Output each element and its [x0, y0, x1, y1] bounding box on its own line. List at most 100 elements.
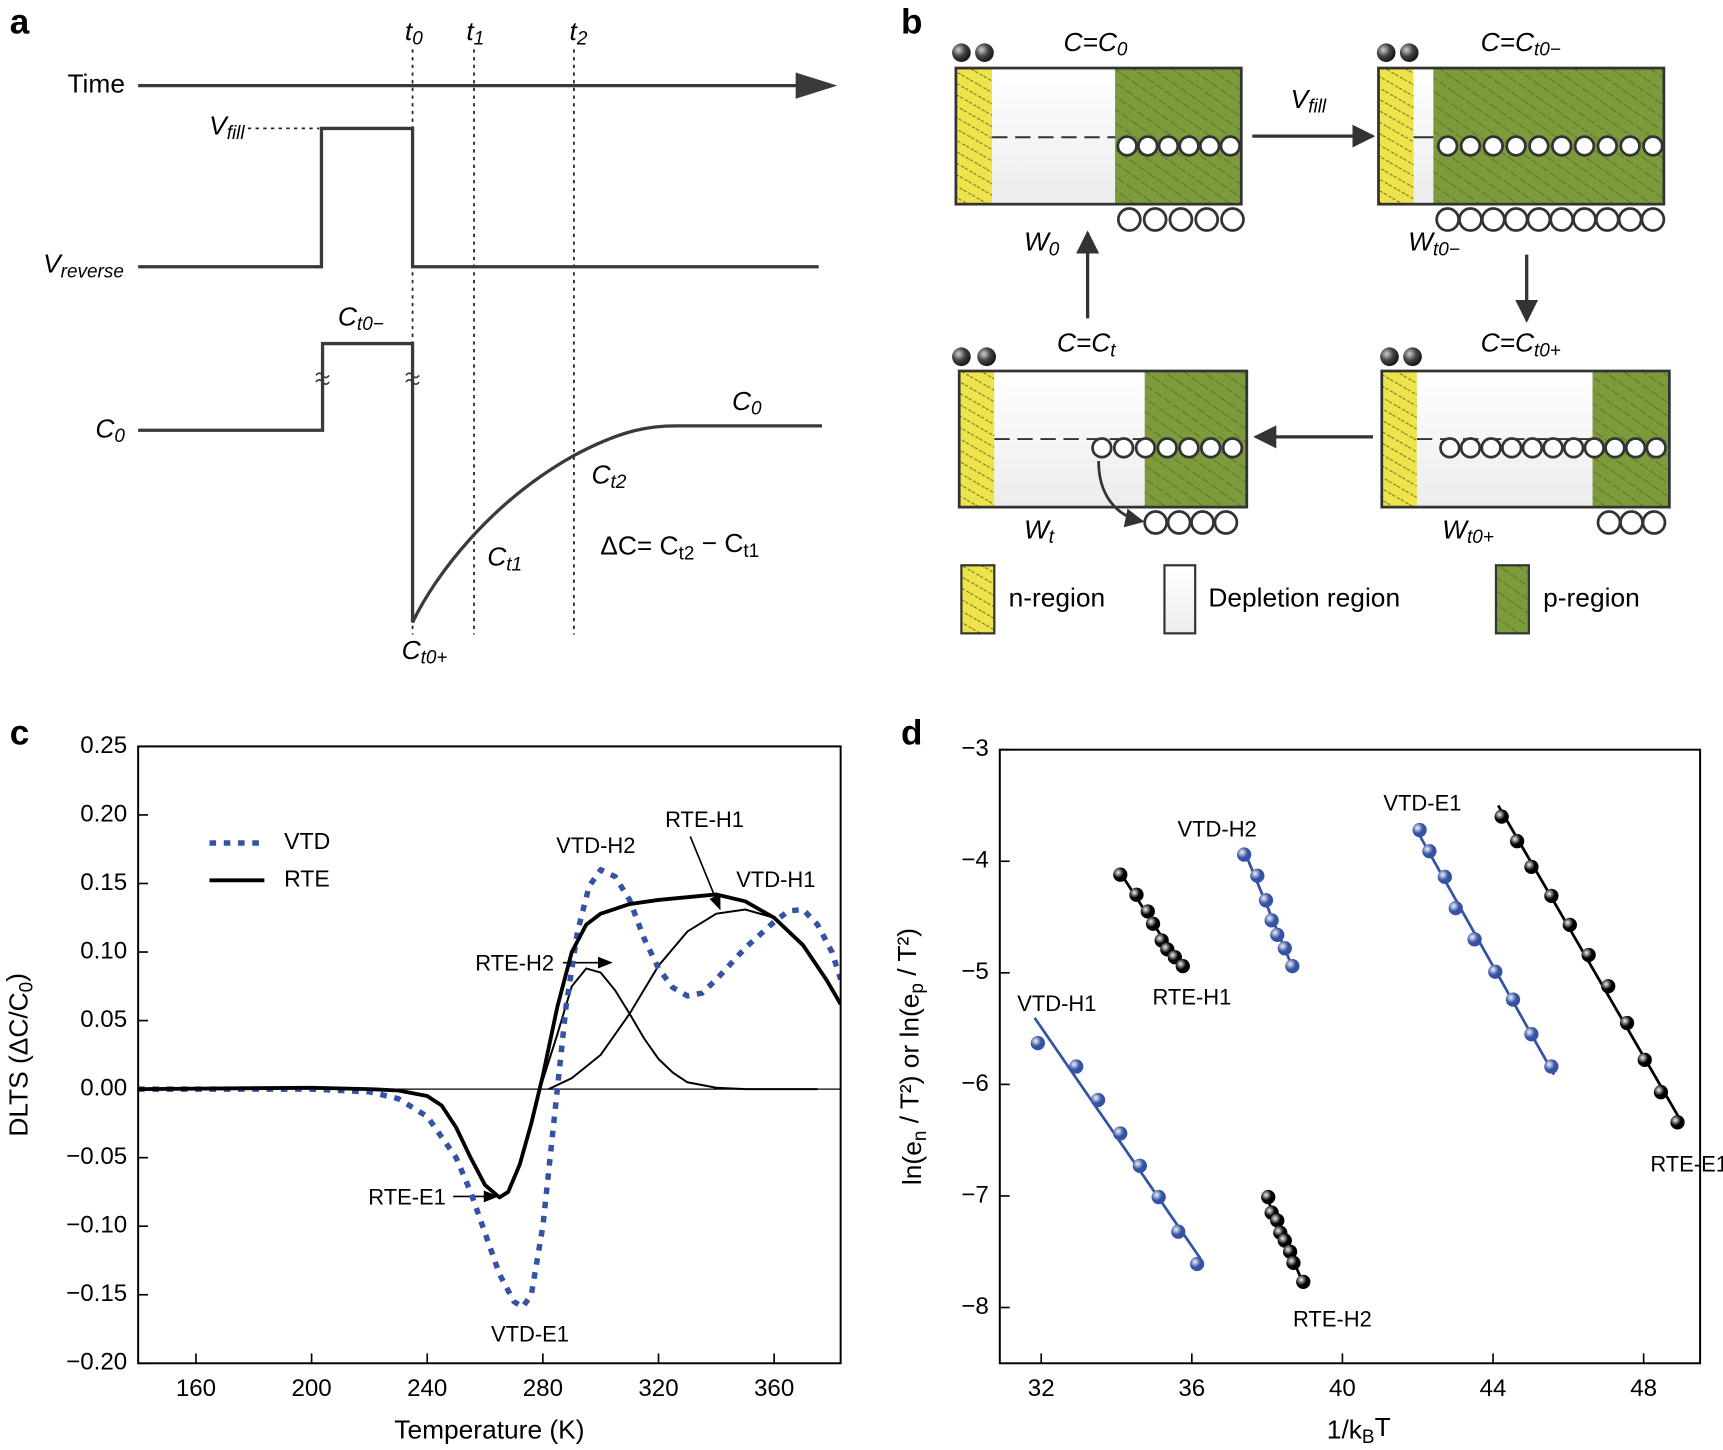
carrier: [1624, 437, 1647, 459]
annotation-arrow: [689, 836, 721, 911]
text-segment: W: [1024, 227, 1051, 257]
subscript: 1: [474, 29, 485, 50]
carrier: [1645, 437, 1667, 459]
text-segment: W: [1408, 227, 1435, 257]
capacitance-transient: [138, 341, 822, 624]
legend-swatch: [960, 564, 996, 635]
voltage-label: Vfill: [209, 110, 245, 144]
voltage-pulse: [138, 126, 819, 269]
text-segment: 1/k: [1327, 1414, 1363, 1444]
electron: [952, 43, 971, 63]
axis-break: [315, 372, 420, 385]
carrier: [1459, 437, 1482, 459]
width-label: Wt0−: [1408, 227, 1460, 261]
carrier: [1505, 135, 1527, 157]
carrier: [1166, 510, 1192, 535]
capacitance-state: C=Ct0+: [1481, 328, 1561, 362]
time-label: Time: [67, 69, 125, 99]
p-region: [1115, 68, 1242, 205]
point: [1270, 927, 1285, 943]
x-tick-label: 32: [1028, 1375, 1055, 1402]
capacitance-label: Ct1: [487, 542, 522, 576]
carrier: [1617, 207, 1643, 232]
subscript: t0−: [1534, 40, 1561, 61]
carrier: [1435, 207, 1460, 232]
annotation: RTE-H2: [475, 951, 554, 976]
point: [1237, 847, 1252, 862]
text-segment: t: [405, 16, 414, 46]
x-tick-label: 360: [754, 1375, 794, 1402]
text-segment: t: [466, 16, 475, 46]
point: [1285, 958, 1300, 974]
carrier: [1583, 437, 1605, 459]
electron: [975, 43, 994, 63]
point: [1437, 869, 1452, 885]
carrier: [1116, 135, 1138, 157]
text-segment: C: [732, 386, 752, 416]
subscript: n: [910, 1131, 931, 1142]
point: [1619, 1015, 1635, 1031]
legend-label: p-region: [1543, 582, 1640, 612]
carrier: [1142, 207, 1168, 232]
point: [1412, 822, 1427, 838]
depletion-region: [1413, 68, 1434, 205]
carrier: [1221, 437, 1244, 459]
carrier: [1549, 207, 1575, 232]
y-tick-label: 0.10: [80, 937, 127, 964]
y-tick-label: −0.05: [66, 1143, 127, 1170]
carrier: [1143, 510, 1169, 535]
subscript: fill: [227, 123, 246, 144]
series-label: VTD-E1: [1383, 790, 1461, 815]
point: [1286, 1255, 1301, 1271]
carrier: [1213, 510, 1239, 535]
annotation: RTE-E1: [368, 1184, 446, 1209]
carrier: [1542, 437, 1564, 459]
point: [1422, 844, 1437, 859]
point: [1562, 917, 1577, 932]
carrier: [1178, 135, 1200, 157]
carrier: [1480, 437, 1502, 459]
text-segment: C: [487, 542, 507, 572]
series-label: RTE-E1: [1650, 1152, 1723, 1177]
subscript: reverse: [61, 261, 124, 282]
carrier: [1194, 207, 1220, 232]
n-region: [1381, 371, 1417, 508]
carrier: [1604, 437, 1626, 459]
voltage-label: Vfill: [1291, 84, 1327, 118]
y-axis-label: ln(en / T²) or ln(ep / T²): [892, 928, 931, 1185]
capacitance-state: C=Ct0−: [1481, 27, 1561, 61]
subscript: t: [1110, 340, 1116, 361]
capacitance-label: C0: [732, 386, 762, 420]
delta-c: ΔC= Ct2 − Ct1: [600, 528, 759, 564]
carrier: [1198, 135, 1221, 157]
carrier: [1168, 207, 1194, 232]
text-segment: W: [1024, 514, 1051, 544]
y-tick-label: 0.25: [80, 732, 127, 759]
y-tick-label: −3: [961, 735, 989, 762]
y-tick-label: −4: [961, 847, 989, 874]
depletion-region: [992, 68, 1116, 205]
electron: [1376, 43, 1396, 63]
text-segment: C=C: [1057, 328, 1111, 358]
carrier: [1178, 437, 1200, 459]
text-segment: C: [402, 635, 422, 665]
legend-label: n-region: [1009, 582, 1106, 612]
carrier: [1458, 207, 1483, 232]
text-segment: C=C: [1063, 27, 1117, 57]
point: [1270, 1213, 1285, 1228]
text-segment: Temperature (K): [394, 1414, 584, 1444]
x-tick-label: 200: [291, 1375, 331, 1402]
point: [1637, 1052, 1652, 1067]
subscript: 2: [576, 29, 588, 50]
point: [1524, 1027, 1539, 1042]
legend-swatch: [1494, 564, 1530, 635]
text-segment: DLTS (ΔC/C: [4, 992, 34, 1136]
subscript: t2: [679, 543, 695, 564]
point: [1488, 964, 1503, 979]
point: [1601, 979, 1616, 994]
y-tick-label: −8: [961, 1293, 989, 1320]
series-line: [138, 867, 841, 1310]
text-segment: W: [1442, 514, 1469, 544]
text-segment: − C: [694, 528, 743, 558]
point: [1544, 888, 1559, 903]
